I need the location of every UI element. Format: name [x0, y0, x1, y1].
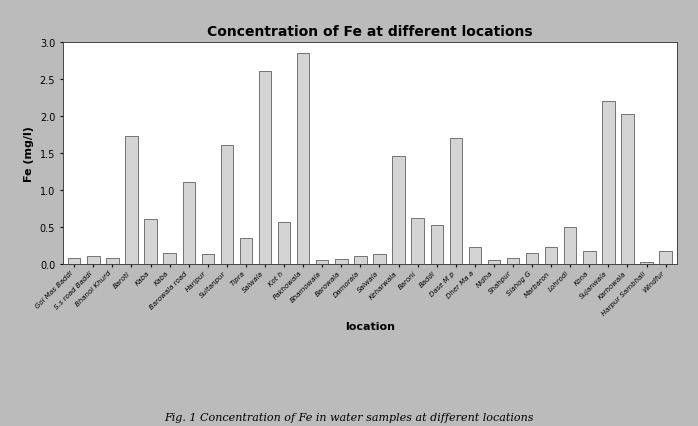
Text: Fig. 1 Concentration of Fe in water samples at different locations: Fig. 1 Concentration of Fe in water samp…: [164, 412, 534, 422]
Bar: [545, 248, 558, 264]
Bar: [621, 115, 634, 264]
Bar: [87, 257, 100, 264]
Bar: [163, 253, 176, 264]
Bar: [411, 219, 424, 264]
Title: Concentration of Fe at different locations: Concentration of Fe at different locatio…: [207, 25, 533, 39]
Bar: [202, 254, 214, 264]
Bar: [450, 138, 462, 264]
Bar: [640, 263, 653, 264]
Bar: [239, 238, 252, 264]
Bar: [354, 257, 366, 264]
Bar: [564, 228, 577, 264]
Bar: [106, 258, 119, 264]
Bar: [316, 260, 329, 264]
Bar: [507, 258, 519, 264]
Bar: [221, 146, 233, 264]
Bar: [144, 220, 157, 264]
Bar: [259, 72, 272, 264]
Bar: [468, 248, 481, 264]
Bar: [431, 226, 443, 264]
Bar: [602, 102, 614, 264]
Y-axis label: Fe (mg/l): Fe (mg/l): [24, 126, 34, 181]
Bar: [335, 259, 348, 264]
X-axis label: location: location: [345, 321, 395, 331]
Bar: [126, 137, 138, 264]
Bar: [660, 252, 671, 264]
Bar: [373, 254, 386, 264]
Bar: [488, 260, 500, 264]
Bar: [68, 258, 80, 264]
Bar: [583, 252, 595, 264]
Bar: [392, 157, 405, 264]
Bar: [297, 54, 309, 264]
Bar: [278, 222, 290, 264]
Bar: [182, 183, 195, 264]
Bar: [526, 253, 538, 264]
